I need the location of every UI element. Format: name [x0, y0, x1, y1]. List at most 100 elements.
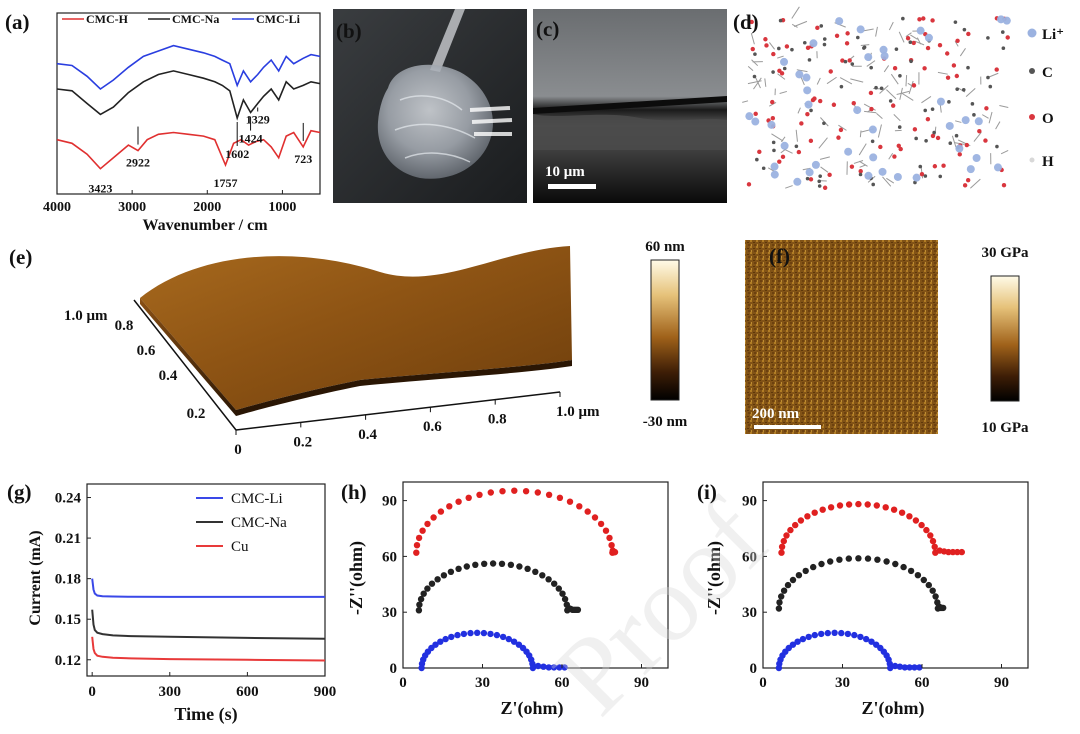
bond — [751, 59, 759, 67]
current-legend-label: Cu — [231, 539, 249, 555]
eis-i-point — [914, 572, 922, 579]
panel-label-d: (d) — [733, 10, 759, 34]
oxygen-atom — [780, 154, 786, 160]
carbon-atom — [909, 59, 913, 64]
carbon-atom — [819, 24, 824, 28]
carbon-atom — [753, 52, 757, 56]
afm-x-tick-label: 0.8 — [488, 412, 507, 428]
afm-x-tick-label: 1.0 μm — [556, 404, 600, 420]
ftir-panel: CMC-H CMC-Na CMC-Li 4000 3000 2000 1000 3423 2… — [43, 12, 321, 234]
bond — [819, 156, 830, 160]
carbon-atom — [790, 47, 794, 52]
eis-i-axis-ticks: 0 30 60 90 0 30 60 90 — [742, 494, 1009, 691]
lithium-ion — [803, 86, 812, 95]
molecular-structure — [742, 6, 1011, 190]
eis-h-axis-ticks: 0 30 60 90 0 30 60 90 — [382, 494, 649, 691]
carbon-atom — [782, 66, 787, 71]
bond — [818, 137, 828, 149]
oxygen-atom — [847, 58, 852, 63]
bond — [877, 124, 882, 138]
atom-legend-marker-li — [1027, 28, 1037, 38]
panel-label-f: (f) — [769, 244, 790, 268]
oxygen-atom — [896, 143, 901, 149]
eis-panel-i: 0 30 60 90 0 30 60 90 Z'(ohm) -Z''(ohm) — [704, 481, 1029, 719]
lithium-ion — [869, 153, 878, 162]
bond — [969, 178, 981, 189]
panel-label-h: (h) — [341, 480, 367, 504]
eis-i-x-tick-label: 90 — [994, 675, 1009, 691]
oxygen-atom — [845, 31, 850, 36]
bond — [886, 89, 897, 100]
eis-i-point — [887, 664, 894, 672]
eis-i-point — [789, 641, 797, 648]
eis-i-point — [958, 548, 965, 556]
ftir-x-ticks: 4000 3000 2000 1000 — [43, 190, 296, 215]
eis-i-point — [920, 576, 927, 584]
bond — [863, 28, 874, 32]
eis-i-point — [819, 506, 826, 513]
bond — [777, 73, 786, 80]
bond — [995, 121, 1001, 130]
bond — [860, 44, 870, 47]
carbon-atom — [1000, 30, 1005, 34]
eis-i-point — [901, 664, 908, 671]
eis-i-point — [776, 599, 783, 606]
oxygen-atom — [1001, 183, 1007, 188]
carbon-atom — [805, 176, 810, 181]
ftir-line-cmc-na — [56, 70, 321, 121]
eis-h-point — [420, 590, 427, 597]
eis-i-point — [797, 517, 805, 524]
eis-i-point — [857, 633, 864, 641]
bond — [767, 167, 775, 172]
ftir-legend: CMC-H CMC-Na CMC-Li — [62, 12, 301, 26]
carbon-atom — [761, 166, 766, 171]
bond — [826, 76, 837, 85]
eis-h-x-tick-label: 0 — [399, 675, 407, 691]
bond — [882, 176, 892, 187]
eis-h-point — [566, 498, 574, 505]
oxygen-atom — [810, 97, 816, 103]
atom-legend-label-c: C — [1042, 65, 1053, 81]
carbon-atom — [807, 58, 812, 62]
afm-y-tick-label: 0.6 — [137, 343, 156, 359]
eis-h-point — [534, 489, 541, 496]
oxygen-atom — [849, 164, 855, 169]
eis-h-point — [606, 534, 613, 542]
bond — [879, 85, 889, 94]
lithium-ion — [751, 117, 760, 126]
eis-h-point — [529, 664, 537, 672]
bond — [850, 78, 864, 83]
molecular-panel: Li⁺ C O H — [742, 6, 1064, 190]
modulus-colorbar-min: 10 GPa — [981, 420, 1029, 436]
eis-h-point — [516, 563, 523, 570]
oxygen-atom — [994, 67, 999, 72]
bond — [898, 31, 905, 43]
oxygen-atom — [892, 66, 898, 71]
eis-h-point — [505, 635, 512, 643]
oxygen-atom — [925, 116, 931, 122]
bond — [954, 142, 965, 145]
lithium-ion — [793, 177, 802, 186]
eis-i-y-axis-label: -Z''(ohm) — [704, 541, 725, 615]
peak-label: 1424 — [239, 132, 263, 146]
carbon-atom — [970, 102, 975, 106]
oxygen-atom — [840, 58, 845, 63]
eis-h-point — [534, 662, 542, 670]
lithium-ion — [780, 57, 789, 66]
eis-i-point — [811, 631, 818, 639]
eis-h-point — [561, 664, 568, 671]
oxygen-atom — [805, 111, 810, 117]
sem-scalebar — [548, 184, 596, 189]
eis-h-point — [545, 576, 552, 583]
bond — [864, 110, 877, 114]
bond — [876, 112, 883, 119]
bond — [764, 78, 767, 87]
eis-i-series — [775, 500, 965, 672]
eis-i-point — [945, 548, 952, 556]
eis-h-point — [415, 534, 423, 542]
eis-h-point — [476, 491, 483, 498]
bond — [916, 37, 922, 45]
bond — [853, 160, 864, 164]
oxygen-atom — [930, 133, 936, 139]
oxygen-atom — [919, 172, 925, 177]
